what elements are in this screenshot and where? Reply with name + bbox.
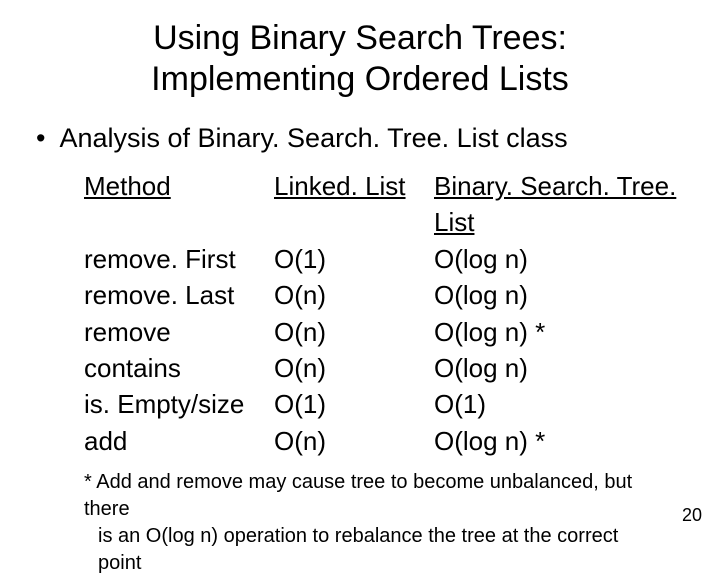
- cell-bst: O(log n): [434, 241, 690, 277]
- footnote-line-1: * Add and remove may cause tree to becom…: [84, 469, 660, 523]
- cell-bst: O(log n): [434, 277, 690, 313]
- bullet-text: Analysis of Binary. Search. Tree. List c…: [59, 122, 567, 154]
- cell-linked: O(n): [274, 423, 434, 459]
- cell-bst: O(log n): [434, 350, 690, 386]
- title-line-2: Implementing Ordered Lists: [151, 60, 569, 98]
- cell-linked: O(1): [274, 241, 434, 277]
- header-method: Method: [84, 168, 274, 241]
- table-row: remove O(n) O(log n) *: [84, 314, 690, 350]
- cell-bst: O(log n) *: [434, 314, 690, 350]
- cell-linked: O(1): [274, 386, 434, 422]
- table-row: is. Empty/size O(1) O(1): [84, 386, 690, 422]
- cell-linked: O(n): [274, 277, 434, 313]
- cell-method: remove: [84, 314, 274, 350]
- bullet-item: • Analysis of Binary. Search. Tree. List…: [30, 122, 690, 154]
- cell-method: is. Empty/size: [84, 386, 274, 422]
- complexity-table: Method Linked. List Binary. Search. Tree…: [30, 168, 690, 459]
- bullet-icon: •: [36, 122, 45, 154]
- footnote: * Add and remove may cause tree to becom…: [30, 469, 690, 577]
- table-row: contains O(n) O(log n): [84, 350, 690, 386]
- cell-method: add: [84, 423, 274, 459]
- cell-linked: O(n): [274, 314, 434, 350]
- page-number: 20: [682, 505, 702, 526]
- cell-method: contains: [84, 350, 274, 386]
- footnote-line-2: is an O(log n) operation to rebalance th…: [84, 523, 660, 577]
- table-header-row: Method Linked. List Binary. Search. Tree…: [84, 168, 690, 241]
- cell-bst: O(log n) *: [434, 423, 690, 459]
- cell-bst: O(1): [434, 386, 690, 422]
- header-bst-list: Binary. Search. Tree. List: [434, 168, 690, 241]
- title-line-1: Using Binary Search Trees:: [153, 19, 567, 57]
- slide: Using Binary Search Trees: Implementing …: [0, 0, 720, 540]
- table-row: remove. Last O(n) O(log n): [84, 277, 690, 313]
- cell-method: remove. Last: [84, 277, 274, 313]
- cell-method: remove. First: [84, 241, 274, 277]
- slide-title: Using Binary Search Trees: Implementing …: [30, 18, 690, 100]
- table-row: remove. First O(1) O(log n): [84, 241, 690, 277]
- header-linked-list: Linked. List: [274, 168, 434, 241]
- cell-linked: O(n): [274, 350, 434, 386]
- table-row: add O(n) O(log n) *: [84, 423, 690, 459]
